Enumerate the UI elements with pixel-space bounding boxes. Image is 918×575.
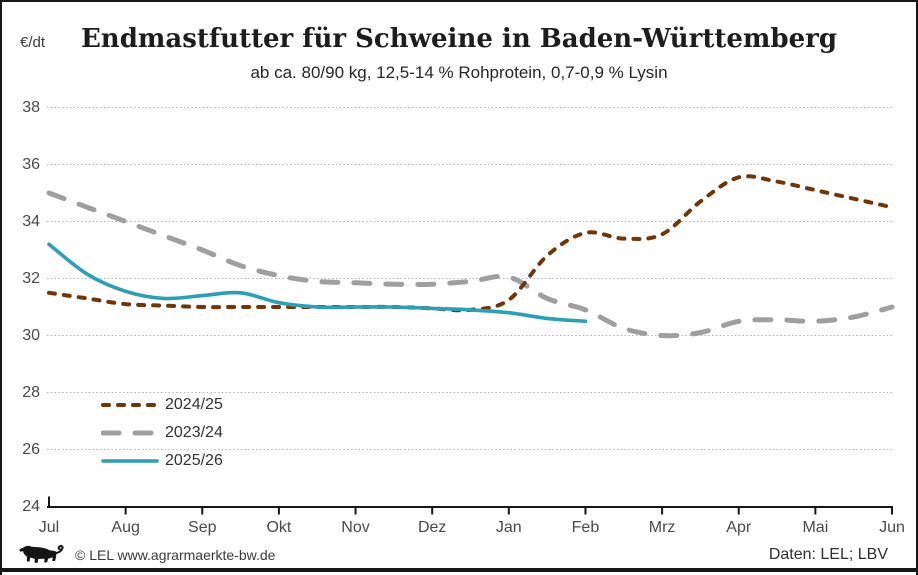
gridlines: [47, 107, 892, 450]
y-tick-label: 24: [22, 497, 40, 515]
x-tick-label-mrz: Mrz: [648, 519, 676, 536]
x-tick-label-feb: Feb: [571, 519, 600, 536]
bottom-rule: [2, 568, 916, 572]
y-tick-label: 32: [22, 269, 40, 287]
y-tick-label: 36: [22, 155, 40, 173]
x-tick-label-nov: Nov: [341, 519, 370, 536]
chart-subtitle: ab ca. 80/90 kg, 12,5-14 % Rohprotein, 0…: [250, 63, 668, 82]
y-axis-unit-label: €/dt: [20, 34, 46, 51]
bw-lion-logo-icon: [19, 545, 64, 563]
x-tick-label-jul: Jul: [38, 519, 60, 536]
y-tick-label: 34: [22, 212, 40, 230]
legend-item-2023-24: 2023/24: [101, 419, 223, 447]
x-tick-label-dez: Dez: [417, 519, 447, 536]
chart-legend: 2024/25 2023/24 2025/26: [101, 391, 223, 475]
x-tick-label-mai: Mai: [802, 519, 829, 536]
series-line-2024-25: [47, 174, 894, 313]
x-tick-label-aug: Aug: [111, 519, 140, 536]
series-line-2023-24: [46, 190, 895, 339]
x-tick-label-jun: Jun: [879, 519, 905, 536]
legend-label: 2024/25: [165, 396, 223, 413]
y-tick-label: 30: [22, 326, 40, 344]
y-tick-label: 28: [22, 383, 40, 401]
x-tick-label-jan: Jan: [495, 519, 522, 536]
legend-line-swatch: [101, 430, 159, 436]
legend-item-2025-26: 2025/26: [101, 447, 223, 475]
page-title: Endmastfutter für Schweine in Baden-Würt…: [80, 24, 838, 54]
data-source-text: Daten: LEL; LBV: [768, 546, 888, 563]
legend-item-2024-25: 2024/25: [101, 391, 223, 419]
y-tick-label: 38: [22, 98, 40, 116]
x-tick-label-apr: Apr: [726, 519, 752, 536]
legend-label: 2023/24: [165, 424, 223, 441]
series-line-2025-26: [47, 242, 588, 324]
y-tick-label: 26: [22, 440, 40, 458]
x-tick-label-okt: Okt: [266, 519, 292, 536]
footer-branding: © LEL www.agrarmaerkte-bw.de: [19, 544, 275, 566]
copyright-text: © LEL www.agrarmaerkte-bw.de: [75, 547, 276, 563]
legend-line-swatch: [101, 403, 159, 407]
legend-line-swatch: [101, 459, 159, 463]
x-tick-label-sep: Sep: [188, 519, 217, 536]
legend-label: 2025/26: [165, 452, 223, 469]
x-axis: [47, 496, 893, 515]
